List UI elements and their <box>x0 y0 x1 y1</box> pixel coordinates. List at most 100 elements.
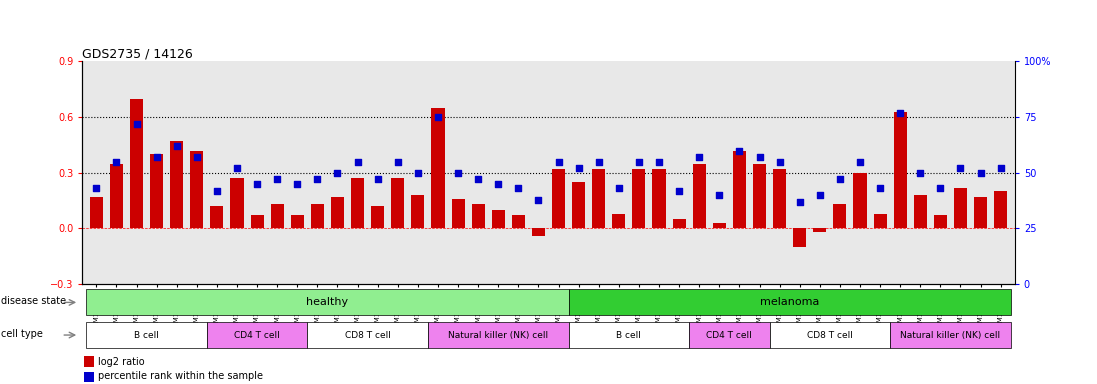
Bar <box>573 182 585 228</box>
Bar <box>431 108 444 228</box>
Text: Natural killer (NK) cell: Natural killer (NK) cell <box>901 331 1000 339</box>
Bar <box>351 178 364 228</box>
Bar <box>131 99 143 228</box>
Point <box>269 176 286 182</box>
Point <box>450 170 467 176</box>
Text: CD4 T cell: CD4 T cell <box>235 331 280 339</box>
Bar <box>84 356 93 367</box>
Bar <box>653 169 666 228</box>
Point <box>569 165 587 171</box>
Point <box>188 154 205 160</box>
Bar <box>592 169 606 228</box>
Point <box>389 159 407 165</box>
Bar <box>291 215 304 228</box>
Bar <box>87 322 207 348</box>
Bar <box>512 215 524 228</box>
Bar <box>773 169 787 228</box>
Bar <box>170 141 183 228</box>
Bar <box>207 322 307 348</box>
Bar <box>914 195 927 228</box>
Bar <box>994 191 1007 228</box>
Bar <box>894 112 907 228</box>
Bar <box>713 223 726 228</box>
Point <box>590 159 608 165</box>
Point <box>690 154 708 160</box>
Point <box>108 159 125 165</box>
Bar <box>753 164 766 228</box>
Point <box>329 170 347 176</box>
Point <box>912 170 929 176</box>
Bar <box>428 322 568 348</box>
Text: melanoma: melanoma <box>760 297 819 308</box>
Bar <box>954 188 966 228</box>
Point <box>670 187 688 194</box>
Bar <box>331 197 344 228</box>
Point <box>711 192 728 198</box>
Point <box>470 176 487 182</box>
Point <box>811 192 828 198</box>
Bar <box>211 206 224 228</box>
Bar <box>472 204 485 228</box>
Point <box>289 181 306 187</box>
Bar <box>568 322 689 348</box>
Bar <box>491 210 505 228</box>
Point <box>791 199 808 205</box>
Text: CD8 T cell: CD8 T cell <box>344 331 391 339</box>
Text: Natural killer (NK) cell: Natural killer (NK) cell <box>449 331 548 339</box>
Bar <box>392 178 405 228</box>
Bar <box>974 197 987 228</box>
Text: CD4 T cell: CD4 T cell <box>706 331 753 339</box>
Bar <box>90 197 103 228</box>
Bar <box>310 204 324 228</box>
Bar <box>84 372 93 382</box>
Point <box>208 187 226 194</box>
Bar <box>552 169 565 228</box>
Bar <box>250 215 263 228</box>
Bar <box>307 322 428 348</box>
Point <box>550 159 567 165</box>
Point <box>610 185 627 192</box>
Point <box>308 176 326 182</box>
Bar <box>692 164 705 228</box>
Point <box>952 165 970 171</box>
Text: GDS2735 / 14126: GDS2735 / 14126 <box>82 47 193 60</box>
Text: B cell: B cell <box>134 331 159 339</box>
Point <box>248 181 265 187</box>
Point <box>771 159 789 165</box>
Point <box>731 147 748 154</box>
Point <box>409 170 427 176</box>
Point <box>851 159 869 165</box>
Bar <box>271 204 284 228</box>
Bar <box>632 169 645 228</box>
Point <box>931 185 949 192</box>
Point <box>992 165 1009 171</box>
Text: cell type: cell type <box>1 329 43 339</box>
Text: CD8 T cell: CD8 T cell <box>807 331 852 339</box>
Bar <box>568 290 1010 315</box>
Text: B cell: B cell <box>617 331 642 339</box>
Point <box>369 176 386 182</box>
Bar <box>770 322 890 348</box>
Point <box>530 197 547 203</box>
Point <box>228 165 246 171</box>
Text: percentile rank within the sample: percentile rank within the sample <box>98 371 262 381</box>
Point <box>510 185 528 192</box>
Text: disease state: disease state <box>1 296 66 306</box>
Point <box>88 185 105 192</box>
Point <box>892 109 909 116</box>
Bar <box>110 164 123 228</box>
Bar <box>672 219 686 228</box>
Bar <box>411 195 425 228</box>
Bar <box>612 214 625 228</box>
Bar <box>371 206 384 228</box>
Point <box>630 159 647 165</box>
Point <box>148 154 166 160</box>
Bar <box>853 173 867 228</box>
Bar <box>689 322 770 348</box>
Text: healthy: healthy <box>306 297 349 308</box>
Point <box>168 143 185 149</box>
Bar <box>452 199 465 228</box>
Bar <box>87 290 568 315</box>
Bar <box>813 228 826 232</box>
Bar <box>230 178 244 228</box>
